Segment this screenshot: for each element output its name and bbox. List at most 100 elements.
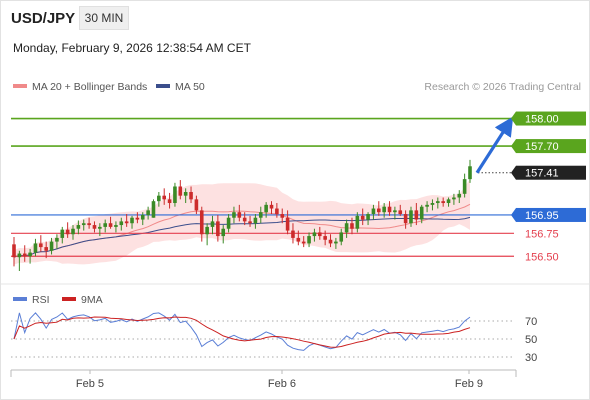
interval-selector[interactable]: 30 MIN	[79, 6, 129, 30]
level-label-156.95: 156.95	[525, 210, 559, 222]
candle-body	[157, 195, 161, 202]
candle-body	[393, 210, 397, 213]
candle-body	[441, 201, 445, 204]
candle-body	[12, 244, 16, 258]
candle-body	[237, 212, 242, 218]
level-label-156.50: 156.50	[525, 251, 559, 263]
candle-body	[173, 186, 177, 204]
candle-body	[312, 232, 317, 237]
rsi-level-label: 70	[525, 316, 537, 328]
ma20-legend-label: MA 20 + Bollinger Bands	[32, 81, 147, 93]
candle-body	[430, 203, 435, 205]
bollinger-bands	[14, 178, 470, 265]
candle-body	[403, 214, 408, 224]
candle-body	[232, 212, 236, 218]
candle-body	[17, 253, 22, 258]
candle-body	[199, 210, 204, 235]
candle-body	[189, 192, 193, 200]
candle-body	[242, 217, 247, 222]
ma9-legend-label: 9MA	[81, 294, 103, 306]
candle-body	[183, 192, 188, 196]
forecast	[475, 116, 514, 174]
candle-body	[92, 225, 97, 229]
candle-body	[382, 206, 386, 213]
candle-body	[264, 204, 268, 213]
candle-body	[167, 199, 172, 204]
candle-body	[355, 215, 360, 229]
candle-body	[371, 208, 376, 215]
ma20-legend-swatch	[13, 84, 27, 88]
level-tag-156.95	[516, 207, 586, 222]
candle-body	[248, 221, 252, 224]
candle-body	[114, 225, 118, 227]
candle-body	[65, 229, 70, 235]
x-tick-label: Feb 5	[76, 378, 104, 390]
chart-datetime: Monday, February 9, 2026 12:38:54 AM CET	[13, 41, 251, 55]
chart-header: USD/JPY 30 MIN	[0, 0, 590, 36]
level-tag-pointer	[511, 207, 516, 222]
candle-body	[49, 241, 54, 251]
candle-body	[98, 226, 102, 229]
ma9-legend-swatch	[62, 297, 76, 301]
candle-body	[414, 210, 419, 220]
candle-body	[151, 201, 156, 218]
level-tag-pointer	[511, 111, 516, 126]
candle-body	[344, 223, 349, 233]
candle-body	[108, 223, 113, 227]
candle-body	[60, 229, 65, 238]
bollinger-band-area	[14, 178, 470, 265]
rsi-level-label: 30	[525, 352, 537, 364]
level-label-156.75: 156.75	[525, 228, 559, 240]
candle-body	[398, 210, 403, 215]
candle-body	[39, 243, 43, 248]
candle-body	[178, 186, 183, 196]
candle-body	[285, 217, 290, 231]
moving-averages	[13, 203, 471, 258]
candle-body	[387, 206, 392, 213]
currency-pair-title: USD/JPY	[11, 10, 76, 27]
x-tick-label: Feb 9	[455, 378, 483, 390]
candle-body	[210, 221, 215, 227]
ma50-legend-label: MA 50	[175, 81, 205, 93]
candle-body	[436, 201, 440, 204]
level-labels: 158.00 157.70 157.41 156.95 156.75 156.50	[511, 111, 586, 263]
level-tag-pointer	[511, 139, 516, 154]
candle-body	[28, 252, 32, 257]
rsi-legend-label: RSI	[32, 294, 50, 306]
candle-body	[33, 243, 38, 253]
candle-body	[275, 208, 279, 215]
candle-body	[377, 208, 381, 213]
ma50-legend-swatch	[156, 84, 170, 88]
level-tag-157.41	[516, 165, 586, 180]
candle-body	[87, 223, 91, 226]
candle-body	[22, 253, 27, 257]
candle-body	[339, 232, 344, 242]
level-label-157.70: 157.70	[525, 141, 559, 153]
rsi-ma-line	[13, 316, 471, 348]
rsi-panel: 70 50 30	[11, 312, 537, 364]
candle-body	[296, 237, 301, 242]
candle-body	[307, 236, 311, 244]
level-tag-pointer	[511, 165, 516, 180]
candle-body	[280, 214, 285, 218]
candle-body	[71, 228, 75, 235]
candle-body	[334, 241, 338, 244]
candle-body	[226, 217, 231, 229]
candle-body	[301, 241, 306, 244]
candle-body	[103, 223, 107, 227]
candle-body	[205, 226, 209, 235]
candle-body	[328, 239, 333, 244]
ma50-line	[13, 216, 471, 258]
candle-body	[452, 197, 456, 200]
candle-body	[446, 199, 451, 204]
level-tag-158.00	[516, 111, 586, 126]
candle-body	[425, 204, 429, 207]
candle-body	[81, 223, 86, 226]
candle-body	[323, 236, 327, 240]
candle-body	[366, 214, 370, 220]
x-tick-label: Feb 6	[268, 378, 296, 390]
candle-body	[140, 214, 145, 220]
candle-body	[146, 210, 150, 215]
candle-body	[130, 217, 134, 224]
